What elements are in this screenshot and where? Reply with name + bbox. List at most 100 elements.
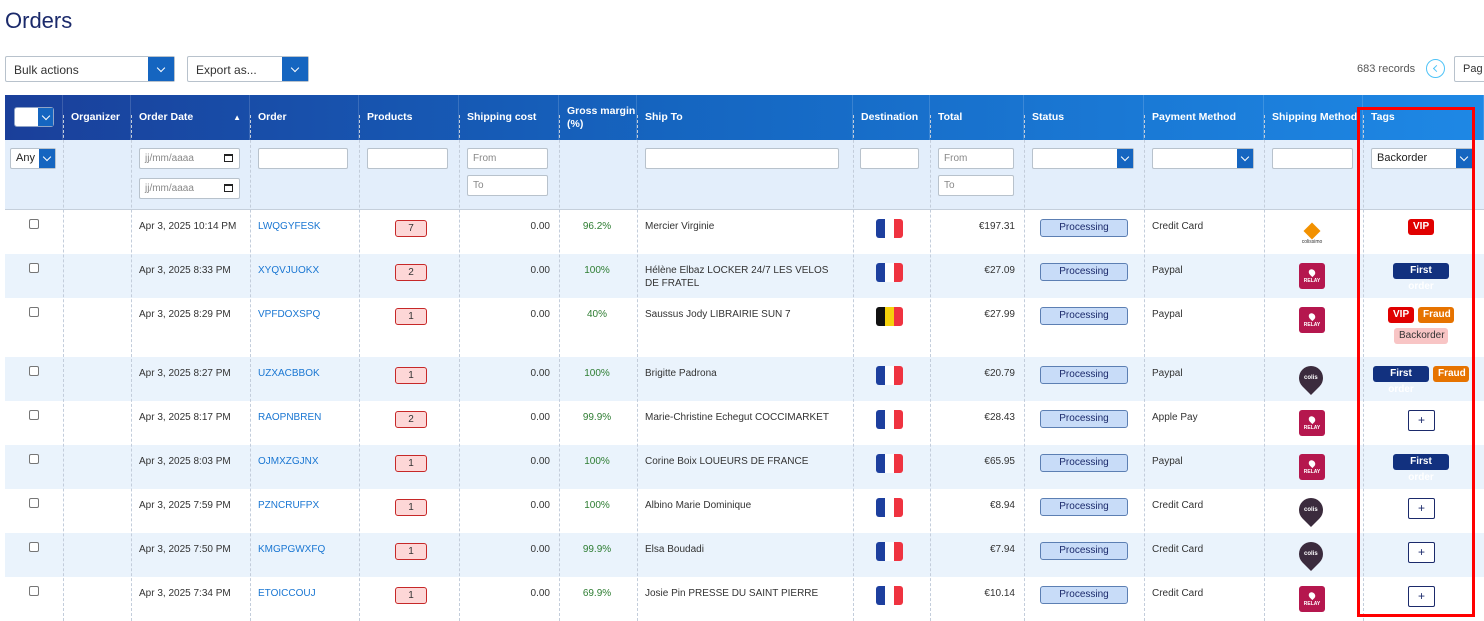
chevron-left-icon [1432, 64, 1441, 73]
order-date-from-input[interactable]: jj/mm/aaaa [139, 148, 240, 169]
row-checkbox[interactable] [29, 454, 39, 464]
ship-to-value: Josie Pin PRESSE DU SAINT PIERRE [645, 588, 819, 599]
colis-privee-logo-icon: colis [1294, 361, 1328, 395]
add-tag-button[interactable]: + [1408, 410, 1435, 431]
page-select[interactable]: Pag [1454, 56, 1484, 82]
mondial-relay-logo-icon: RELAY [1299, 263, 1325, 289]
column-ship-to[interactable]: Ship To [637, 95, 853, 140]
gross-margin-value: 69.9% [582, 588, 612, 599]
row-checkbox[interactable] [29, 542, 39, 552]
status-badge: Processing [1040, 454, 1128, 472]
order-link[interactable]: UZXACBBOK [258, 368, 320, 379]
flag-icon [876, 307, 903, 326]
column-order[interactable]: Order [250, 95, 359, 140]
export-select[interactable]: Export as... [187, 56, 309, 82]
products-count-badge: 2 [395, 411, 427, 428]
table-row[interactable]: Apr 3, 2025 8:33 PM XYQVJUOKX 2 0.00 100% Hél… [5, 254, 1484, 298]
order-link[interactable]: LWQGYFESK [258, 221, 321, 232]
order-link[interactable]: RAOPNBREN [258, 412, 322, 423]
table-row[interactable]: Apr 3, 2025 10:14 PM LWQGYFESK 7 0.00 96.2% M… [5, 210, 1484, 254]
total-value: €28.43 [984, 412, 1015, 423]
sort-ascending-icon: ▲ [233, 113, 241, 122]
calendar-icon [224, 184, 233, 192]
payment-method-value: Credit Card [1152, 221, 1204, 232]
column-organizer[interactable]: Organizer [63, 95, 131, 140]
colissimo-logo-icon: colissimo [1299, 222, 1325, 248]
previous-page-button[interactable] [1426, 59, 1445, 78]
tags-filter-select[interactable]: Backorder [1371, 148, 1473, 169]
order-date: Apr 3, 2025 8:17 PM [139, 412, 231, 423]
column-status[interactable]: Status [1024, 95, 1144, 140]
column-total[interactable]: Total [930, 95, 1024, 140]
table-row[interactable]: Apr 3, 2025 7:50 PM KMGPGWXFQ 1 0.00 99.9% El… [5, 533, 1484, 577]
row-checkbox[interactable] [29, 410, 39, 420]
add-tag-button[interactable]: + [1408, 586, 1435, 607]
column-shipping-method[interactable]: Shipping Method [1264, 95, 1363, 140]
order-link[interactable]: PZNCRUFPX [258, 500, 320, 511]
flag-icon [876, 263, 903, 282]
row-checkbox[interactable] [29, 498, 39, 508]
bulk-actions-select[interactable]: Bulk actions [5, 56, 175, 82]
ship-to-filter-input[interactable] [645, 148, 839, 169]
total-from-placeholder: From [944, 153, 968, 164]
table-row[interactable]: Apr 3, 2025 8:03 PM OJMXZGJNX 1 0.00 100% Cor… [5, 445, 1484, 489]
total-from-input[interactable]: From [938, 148, 1014, 169]
total-value: €197.31 [978, 221, 1015, 232]
column-gross-margin[interactable]: Gross margin (%) [559, 95, 637, 140]
table-row[interactable]: Apr 3, 2025 8:29 PM VPFDOXSPQ 1 0.00 40% Saus… [5, 298, 1484, 357]
shipping-cost-value: 0.00 [530, 588, 550, 599]
ship-to-value: Brigitte Padrona [645, 368, 717, 379]
column-divider [559, 115, 560, 621]
order-link[interactable]: OJMXZGJNX [258, 456, 319, 467]
filter-row: Any jj/mm/aaaa jj/mm/aaaa From To From T… [5, 140, 1484, 210]
column-payment-method[interactable]: Payment Method [1144, 95, 1264, 140]
column-divider [131, 115, 132, 621]
row-checkbox[interactable] [29, 219, 39, 229]
chevron-down-icon [1117, 149, 1133, 168]
shipping-method-filter-input[interactable] [1272, 148, 1353, 169]
column-order-date[interactable]: Order Date ▲ [131, 95, 250, 140]
gross-margin-value: 99.9% [582, 412, 612, 423]
add-tag-button[interactable]: + [1408, 542, 1435, 563]
gross-margin-value: 40% [586, 309, 607, 320]
row-checkbox[interactable] [29, 263, 39, 273]
products-count-badge: 1 [395, 367, 427, 384]
destination-filter-input[interactable] [860, 148, 919, 169]
total-value: €8.94 [989, 500, 1015, 511]
products-filter-input[interactable] [367, 148, 448, 169]
row-checkbox[interactable] [29, 366, 39, 376]
table-row[interactable]: Apr 3, 2025 7:34 PM ETOICCOUJ 1 0.00 69.9% Jo… [5, 577, 1484, 621]
products-count-badge: 1 [395, 499, 427, 516]
order-date-from-placeholder: jj/mm/aaaa [145, 153, 194, 164]
order-filter-input[interactable] [258, 148, 348, 169]
shipping-cost-to-input[interactable]: To [467, 175, 548, 196]
shipping-cost-value: 0.00 [530, 221, 550, 232]
ship-to-value: Elsa Boudadi [645, 544, 704, 555]
table-row[interactable]: Apr 3, 2025 8:17 PM RAOPNBREN 2 0.00 99.9% Ma… [5, 401, 1484, 445]
order-link[interactable]: XYQVJUOKX [258, 265, 320, 276]
order-link[interactable]: ETOICCOUJ [258, 588, 316, 599]
gross-margin-value: 100% [584, 265, 610, 276]
row-checkbox[interactable] [29, 307, 39, 317]
order-link[interactable]: VPFDOXSPQ [258, 309, 321, 320]
column-destination[interactable]: Destination [853, 95, 930, 140]
checkbox-filter-select[interactable]: Any [10, 148, 56, 169]
bulk-actions-label: Bulk actions [14, 63, 79, 77]
select-all-dropdown[interactable] [14, 107, 54, 127]
status-filter-select[interactable] [1032, 148, 1134, 169]
row-checkbox[interactable] [29, 586, 39, 596]
status-badge: Processing [1040, 219, 1128, 237]
order-link[interactable]: KMGPGWXFQ [258, 544, 326, 555]
payment-method-value: Paypal [1152, 265, 1183, 276]
order-date-to-input[interactable]: jj/mm/aaaa [139, 178, 240, 199]
column-shipping-cost[interactable]: Shipping cost [459, 95, 559, 140]
total-to-input[interactable]: To [938, 175, 1014, 196]
column-products[interactable]: Products [359, 95, 459, 140]
shipping-cost-from-input[interactable]: From [467, 148, 548, 169]
products-count-badge: 2 [395, 264, 427, 281]
table-row[interactable]: Apr 3, 2025 7:59 PM PZNCRUFPX 1 0.00 100% Alb… [5, 489, 1484, 533]
payment-method-filter-select[interactable] [1152, 148, 1254, 169]
table-row[interactable]: Apr 3, 2025 8:27 PM UZXACBBOK 1 0.00 100% Bri… [5, 357, 1484, 401]
add-tag-button[interactable]: + [1408, 498, 1435, 519]
total-to-placeholder: To [944, 180, 955, 191]
